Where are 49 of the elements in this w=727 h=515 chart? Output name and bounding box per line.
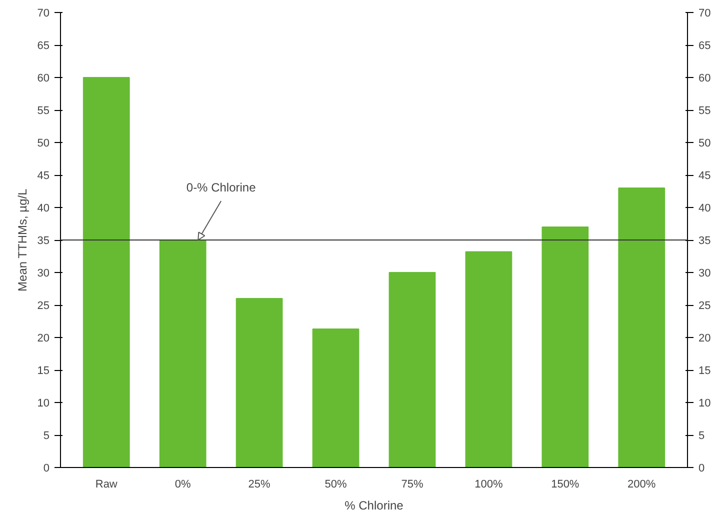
bar (159, 240, 206, 468)
x-tick-label: 50% (324, 478, 347, 490)
y2-tick-label: 50 (698, 138, 711, 150)
y2-tick-label: 10 (698, 398, 711, 410)
y-tick-label: 60 (37, 72, 50, 84)
y-axis-title: Mean TTHMs, µg/L (15, 188, 30, 292)
bar (542, 226, 589, 468)
bar (82, 77, 130, 468)
y2-tick-label: 30 (698, 268, 711, 280)
y-tick-label: 30 (37, 268, 50, 280)
y2-tick-label: 65 (698, 40, 711, 52)
y2-tick-label: 70 (698, 8, 711, 20)
y2-tick-label: 20 (698, 332, 711, 344)
ref-line-label: 0-% Chlorine (186, 180, 256, 194)
bar (388, 272, 436, 468)
y2-tick-label: 45 (698, 170, 711, 182)
y2-tick-label: 0 (698, 462, 705, 474)
y-tick-label: 45 (37, 170, 50, 182)
y-tick-label: 15 (37, 365, 50, 377)
bar (312, 328, 360, 468)
x-axis-title: % Chlorine (344, 498, 404, 512)
y-tick-label: 25 (37, 300, 50, 312)
bar (236, 298, 283, 468)
y-tick-label: 20 (37, 332, 50, 344)
x-tick-label: 25% (248, 478, 271, 490)
y2-tick-label: 40 (698, 202, 711, 214)
y2-tick-label: 25 (698, 300, 711, 312)
y2-tick-label: 55 (698, 105, 711, 117)
y-tick-label: 65 (37, 40, 50, 52)
y-tick-label: 5 (43, 430, 50, 442)
bar (618, 188, 666, 468)
y-tick-label: 35 (37, 235, 50, 247)
x-tick-label: 0% (174, 478, 192, 490)
y-tick-label: 70 (37, 8, 50, 20)
x-tick-label: 100% (474, 478, 503, 490)
y-tick-label: 50 (37, 138, 50, 150)
x-tick-label: Raw (95, 478, 118, 490)
y-tick-label: 55 (37, 105, 50, 117)
y-tick-label: 0 (43, 462, 50, 474)
x-tick-label: 75% (401, 478, 424, 490)
y-tick-label: 10 (37, 398, 50, 410)
x-tick-label: 200% (628, 478, 656, 490)
y2-tick-label: 5 (698, 430, 705, 442)
bar (465, 251, 512, 468)
y2-tick-label: 60 (698, 72, 711, 84)
y2-tick-label: 15 (698, 365, 711, 377)
x-tick-label: 150% (551, 478, 580, 490)
y-tick-label: 40 (37, 202, 50, 214)
y2-tick-label: 35 (698, 235, 711, 247)
